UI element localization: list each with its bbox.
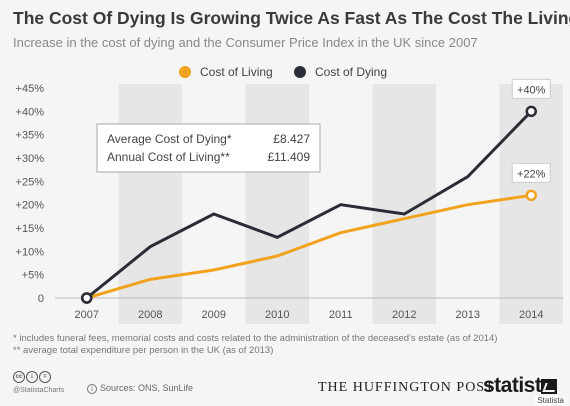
footer: cc i = @StatistaCharts i Sources: ONS, Su… [0,362,570,406]
y-tick-label: +45% [16,83,45,95]
footnote-1: * includes funeral fees, memorial costs … [13,333,498,344]
y-tick-label: +30% [16,153,45,165]
legend-marker [179,66,191,78]
publisher-logo: THE HUFFINGTON POST [318,380,495,395]
info-box-value: £11.409 [268,150,311,164]
license-icons: cc i = [13,371,51,383]
brand-logo: statista [483,374,553,397]
info-box-label: Average Cost of Dying* [107,132,232,146]
data-label-box [511,162,551,183]
origin-point [81,292,93,304]
legend-label: Cost of Living [200,65,273,79]
info-icon: i [87,384,97,394]
y-tick-label: +35% [16,130,45,142]
x-tick-label: 2008 [138,309,162,321]
sources: i Sources: ONS, SunLife [87,383,193,394]
legend-label: Cost of Dying [315,65,387,79]
y-tick-label: +20% [16,200,45,212]
data-point [525,105,537,118]
y-tick-label: +15% [16,223,45,235]
creative-commons-icon: cc [13,371,25,383]
column-band [499,84,563,324]
x-tick-label: 2013 [456,309,480,321]
data-point [525,189,537,202]
data-label: +40% [517,84,546,96]
x-tick-label: 2011 [329,309,353,321]
data-label-box [511,78,551,99]
legend-marker [294,66,306,78]
y-tick-label: +5% [22,270,45,282]
y-tick-label: +10% [16,246,45,258]
series-line [86,193,532,300]
footnote-2: ** average total expenditure per person … [13,345,274,356]
info-box-label: Annual Cost of Living** [107,150,230,164]
x-tick-label: 2007 [75,309,99,321]
data-label: +22% [517,168,546,180]
y-tick-label: +25% [16,176,45,188]
x-tick-label: 2010 [265,309,289,321]
x-tick-label: 2009 [202,309,226,321]
brand-logo-icon [541,379,557,394]
column-band [372,84,436,324]
sources-text: Sources: ONS, SunLife [100,383,194,393]
info-box [96,123,321,173]
line-chart: 0 +5% +10% +15% +20% +25% +30% +35% +40% +45% 2007… [16,65,563,324]
attribution-icon: i [26,371,38,383]
info-box-value: £8.427 [273,132,310,146]
series-line [85,110,533,300]
chart-title: The Cost Of Dying Is Growing Twice As Fa… [13,8,570,28]
column-band [118,84,182,324]
y-tick-label: 0 [38,293,44,305]
x-tick-label: 2014 [519,309,543,321]
watermark: Statista [535,396,566,405]
no-derivatives-icon: = [39,371,51,383]
x-tick-label: 2012 [392,309,416,321]
chart-subtitle: Increase in the cost of dying and the Co… [13,35,478,50]
y-tick-label: +40% [16,106,45,118]
column-band [245,84,309,324]
social-handle: @StatistaCharts [13,387,65,394]
footnotes: * includes funeral fees, memorial costs … [13,333,497,357]
